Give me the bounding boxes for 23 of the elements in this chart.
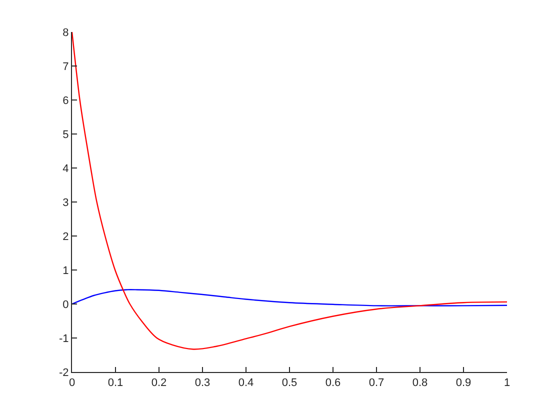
x-tick-label: 0.8 [412,377,428,390]
y-tick-label: -1 [59,332,69,345]
x-tick-label: 0.3 [194,377,210,390]
x-tick-label: 0.4 [238,377,254,390]
x-tick-label: 0.7 [368,377,384,390]
y-tick-label: -2 [59,366,69,379]
y-tick-label: 6 [62,94,69,107]
x-tick-label: 0.2 [151,377,167,390]
y-tick-label: 3 [62,196,69,209]
x-tick-label: 1 [504,377,510,390]
y-tick-label: 8 [62,26,69,39]
y-tick-label: 0 [62,298,69,311]
line-series [72,289,507,306]
x-tick-label: 0.1 [108,377,124,390]
x-tick-label: 0.5 [282,377,298,390]
y-tick-label: 4 [62,162,69,175]
y-tick-label: 7 [62,60,69,73]
y-tick-label: 5 [62,128,69,141]
line-series [72,32,507,350]
x-tick-label: 0.9 [456,377,472,390]
y-tick-label: 2 [62,230,69,243]
x-tick-label: 0.6 [325,377,341,390]
y-tick-label: 1 [62,264,69,277]
